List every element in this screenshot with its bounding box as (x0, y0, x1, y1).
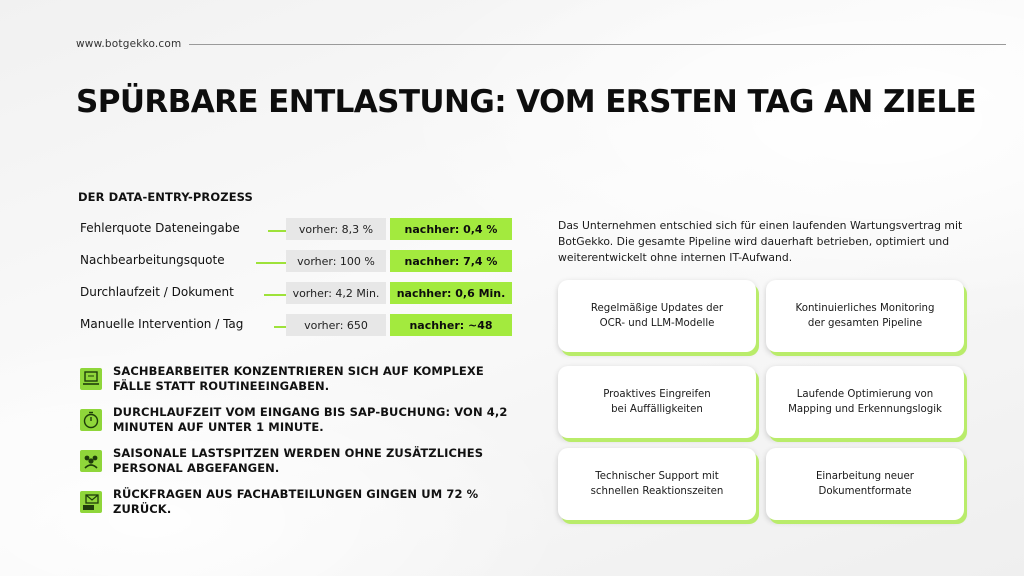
service-card-text: Laufende Optimierung von Mapping und Erk… (788, 389, 942, 415)
service-card-text: Technischer Support mit schnellen Reakti… (590, 471, 724, 497)
service-card: Laufende Optimierung von Mapping und Erk… (766, 366, 964, 438)
metric-after: nachher: 7,4 % (390, 250, 512, 272)
metric-before: vorher: 650 (286, 314, 386, 336)
team-icon (80, 450, 102, 472)
service-card-text: Proaktives Eingreifen bei Auffälligkeite… (603, 389, 711, 415)
metric-after: nachher: 0,4 % (390, 218, 512, 240)
maintenance-intro: Das Unternehmen entschied sich für einen… (558, 219, 963, 264)
benefit-item: RÜCKFRAGEN AUS FACHABTEILUNGEN GINGEN UM… (80, 487, 510, 528)
metric-label: Manuelle Intervention / Tag (80, 317, 244, 331)
service-card-text: Einarbeitung neuer Dokumentformate (816, 471, 914, 497)
benefit-item: DURCHLAUFZEIT VOM EINGANG BIS SAP-BUCHUN… (80, 405, 510, 446)
metric-row: Nachbearbeitungsquote vorher: 100 % nach… (78, 248, 518, 280)
metric-after: nachher: ~48 (390, 314, 512, 336)
service-card: Technischer Support mit schnellen Reakti… (558, 448, 756, 520)
metrics-table: Fehlerquote Dateneingabe vorher: 8,3 % n… (78, 216, 518, 344)
metric-row: Manuelle Intervention / Tag vorher: 650 … (78, 312, 518, 344)
metric-connector (256, 262, 286, 264)
metric-connector (264, 294, 286, 296)
benefit-item: SACHBEARBEITER KONZENTRIEREN SICH AUF KO… (80, 364, 510, 405)
metric-before: vorher: 8,3 % (286, 218, 386, 240)
service-card: Proaktives Eingreifen bei Auffälligkeite… (558, 366, 756, 438)
service-card: Regelmäßige Updates der OCR- und LLM-Mod… (558, 280, 756, 352)
service-card: Kontinuierliches Monitoring der gesamten… (766, 280, 964, 352)
metric-before: vorher: 100 % (286, 250, 386, 272)
benefits-list: SACHBEARBEITER KONZENTRIEREN SICH AUF KO… (80, 364, 510, 528)
metric-label: Durchlaufzeit / Dokument (80, 285, 234, 299)
help-mail-icon (80, 491, 102, 513)
metric-row: Fehlerquote Dateneingabe vorher: 8,3 % n… (78, 216, 518, 248)
top-divider (189, 43, 1006, 45)
metric-label: Nachbearbeitungsquote (80, 253, 225, 267)
process-heading: DER DATA-ENTRY-PROZESS (78, 190, 253, 204)
metric-after: nachher: 0,6 Min. (390, 282, 512, 304)
service-card: Einarbeitung neuer Dokumentformate (766, 448, 964, 520)
metric-connector (268, 230, 286, 232)
benefit-text: SACHBEARBEITER KONZENTRIEREN SICH AUF KO… (113, 364, 484, 393)
metric-connector (274, 326, 286, 328)
service-card-text: Regelmäßige Updates der OCR- und LLM-Mod… (590, 303, 724, 329)
stopwatch-icon (80, 409, 102, 431)
benefit-text: SAISONALE LASTSPITZEN WERDEN OHNE ZUSÄTZ… (113, 446, 484, 475)
benefit-item: SAISONALE LASTSPITZEN WERDEN OHNE ZUSÄTZ… (80, 446, 510, 487)
metric-before: vorher: 4,2 Min. (286, 282, 386, 304)
metric-row: Durchlaufzeit / Dokument vorher: 4,2 Min… (78, 280, 518, 312)
service-card-text: Kontinuierliches Monitoring der gesamten… (795, 303, 935, 329)
metric-label: Fehlerquote Dateneingabe (80, 221, 240, 235)
top-bar: www.botgekko.com (76, 36, 1006, 52)
benefit-text: RÜCKFRAGEN AUS FACHABTEILUNGEN GINGEN UM… (113, 487, 479, 516)
clerk-desk-icon (80, 368, 102, 390)
benefit-text: DURCHLAUFZEIT VOM EINGANG BIS SAP-BUCHUN… (113, 405, 508, 434)
page-title: SPÜRBARE ENTLASTUNG: VOM ERSTEN TAG AN Z… (76, 84, 977, 120)
site-url[interactable]: www.botgekko.com (76, 38, 182, 50)
